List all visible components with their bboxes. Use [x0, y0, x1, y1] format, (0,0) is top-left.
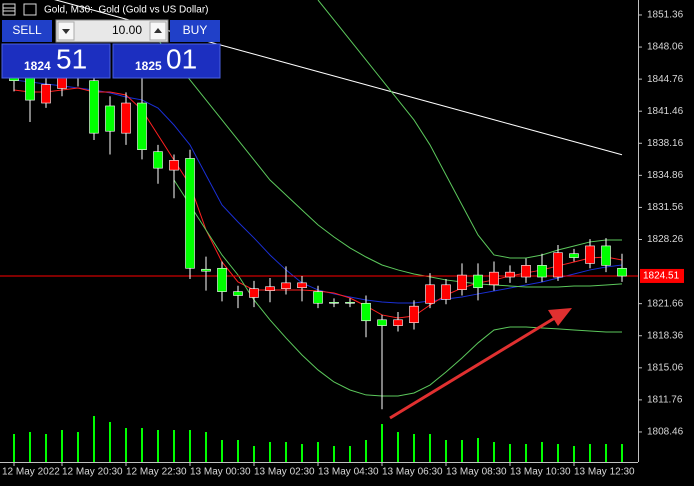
candle-body	[425, 284, 435, 304]
sell-label: SELL	[12, 23, 42, 37]
x-tick-label: 13 May 02:30	[254, 467, 315, 478]
candle-body	[57, 77, 67, 89]
candle-body	[169, 160, 179, 171]
y-tick-label: 1808.46	[647, 427, 684, 438]
candle-body	[281, 282, 291, 289]
candle-body	[201, 268, 211, 272]
candle-body	[265, 286, 275, 291]
y-tick-label: 1821.66	[647, 298, 684, 309]
volume-field[interactable]	[55, 19, 169, 43]
plot-area: 1851.36 1848.06 1844.76 1841.46 1838.16 1834.…	[0, 0, 684, 462]
candle-body	[25, 77, 35, 101]
candle-body	[409, 305, 419, 324]
arrow-shaft	[389, 314, 559, 420]
candle-body	[233, 291, 243, 296]
y-tick-label: 1844.76	[647, 74, 684, 85]
candle-body	[249, 288, 259, 298]
y-tick-label: 1811.76	[647, 395, 683, 406]
candle-body	[41, 84, 51, 104]
candle-body	[601, 245, 611, 266]
candle-body	[441, 284, 451, 300]
bid-small: 51	[56, 43, 87, 74]
candle-body	[185, 158, 195, 269]
up-icon	[154, 28, 162, 33]
buy-button[interactable]	[170, 20, 220, 42]
indicator-line	[157, 39, 623, 288]
y-tick-label: 1851.36	[647, 10, 684, 21]
bid-box[interactable]	[1, 43, 111, 79]
y-tick-label: 1818.36	[647, 330, 684, 341]
sell-button[interactable]	[2, 20, 52, 42]
title-bar: Gold, M30: Gold (Gold vs US Dollar)	[2, 3, 209, 16]
candle-body	[377, 319, 387, 326]
candle-body	[105, 105, 115, 132]
candle-body	[473, 274, 483, 289]
ask-small: 01	[166, 43, 197, 74]
candle-body	[313, 291, 323, 304]
ask-box[interactable]	[112, 43, 221, 79]
x-tick-label: 13 May 06:30	[382, 467, 443, 478]
buy-label: BUY	[183, 23, 208, 37]
candle-body	[457, 274, 467, 290]
candle-body	[489, 271, 499, 286]
candle-body	[153, 151, 163, 169]
indicator-line	[317, 0, 622, 259]
y-tick-label: 1834.86	[647, 170, 684, 181]
candle-body	[569, 253, 579, 258]
candle-body	[617, 267, 627, 277]
y-tick-label: 1831.56	[647, 202, 684, 213]
indicator-line	[173, 179, 622, 397]
current-price-tag	[640, 268, 684, 283]
candle-body	[217, 267, 227, 292]
candle-body	[537, 265, 547, 278]
arrow-head	[548, 308, 572, 326]
candle-body	[137, 102, 147, 150]
candle-body	[89, 80, 99, 134]
current-price-label: 1824.51	[643, 271, 680, 282]
indicator-line	[54, 0, 623, 156]
x-tick-label: 13 May 08:30	[446, 467, 507, 478]
candle-body	[553, 252, 563, 278]
candle-body	[585, 245, 595, 264]
y-tick-label: 1848.06	[647, 42, 684, 53]
x-tick-label: 13 May 12:30	[574, 467, 635, 478]
bid-big: 1824	[24, 59, 51, 73]
candle-body	[345, 301, 355, 304]
candle-body	[121, 102, 131, 134]
ask-big: 1825	[135, 59, 162, 73]
chart-title: Gold, M30: Gold (Gold vs US Dollar)	[44, 5, 209, 16]
candle-body	[297, 282, 307, 289]
candle-body	[521, 265, 531, 278]
y-tick-label: 1815.06	[647, 362, 684, 373]
y-tick-label: 1838.16	[647, 138, 684, 149]
y-tick-label: 1841.46	[647, 106, 684, 117]
down-icon	[62, 29, 70, 34]
icon	[23, 3, 37, 16]
arrow	[389, 308, 572, 420]
x-tick-label: 13 May 10:30	[510, 467, 571, 478]
candle-body	[329, 301, 339, 304]
candle-body	[393, 319, 403, 326]
candle-body	[361, 302, 371, 322]
x-tick-label: 12 May 22:30	[126, 467, 187, 478]
icon	[2, 3, 16, 16]
x-tick-label: 13 May 00:30	[190, 467, 251, 478]
x-tick-label: 12 May 20:30	[62, 467, 123, 478]
y-tick-label: 1828.26	[647, 234, 684, 245]
candle-body	[505, 271, 515, 278]
volume-value: 10.00	[112, 23, 142, 37]
x-tick-label: 12 May 2022	[2, 467, 60, 478]
x-tick-label: 13 May 04:30	[318, 467, 379, 478]
trade-panel: SELL 10.00 BUY 1824 51 1825 01	[1, 19, 221, 79]
